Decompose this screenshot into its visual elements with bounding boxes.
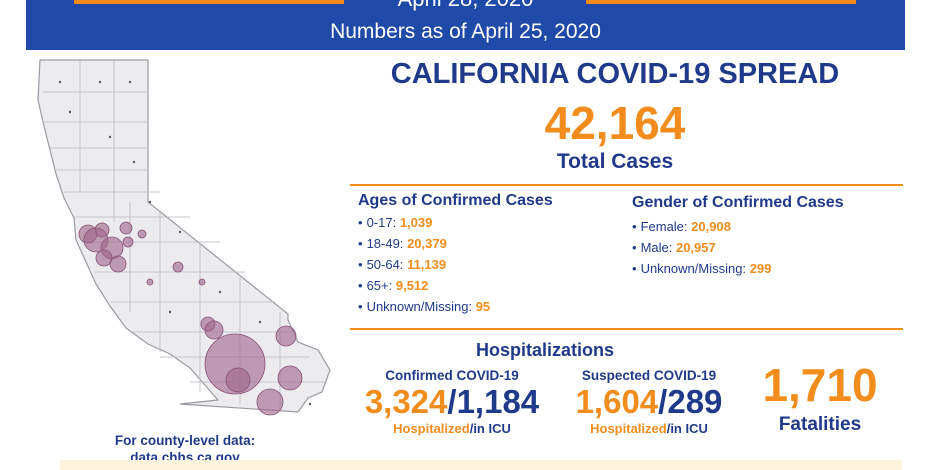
case-bubble <box>204 320 224 340</box>
age-label: Unknown/Missing: <box>366 299 473 314</box>
gender-value: 20,957 <box>675 240 716 255</box>
age-value: 1,039 <box>399 215 433 230</box>
age-label: 50-64: <box>366 257 404 272</box>
age-value: 95 <box>475 299 491 314</box>
suspected-hospitalizations: Suspected COVID-19 1,604/289 Hospitalize… <box>560 368 738 436</box>
fatalities-value: 1,710 <box>762 359 878 411</box>
suspected-label: Suspected COVID-19 <box>581 368 717 383</box>
total-cases-value: 42,164 <box>544 97 686 149</box>
header-accent-left <box>74 0 344 4</box>
age-value: 11,139 <box>407 257 447 272</box>
gender-label: Unknown/Missing: <box>640 261 747 276</box>
case-bubble <box>122 236 134 248</box>
footer-band <box>60 460 902 470</box>
list-item: • 18-49: 20,379 <box>358 236 447 251</box>
case-bubble <box>95 249 113 267</box>
gender-value: 299 <box>749 261 772 276</box>
ages-list: • 0-17: 1,039 • 18-49: 20,379 • 50-64: 11,1… <box>358 212 490 317</box>
case-bubble <box>256 388 284 416</box>
header-banner: April 28, 2020 Numbers as of April 25, 2… <box>26 0 905 50</box>
case-bubble <box>225 367 251 393</box>
list-item: • 0-17: 1,039 <box>358 215 433 230</box>
case-bubble <box>198 278 206 286</box>
list-item: • Female: 20,908 <box>632 219 731 234</box>
age-label: 18-49: <box>366 236 404 251</box>
case-bubble <box>146 278 154 286</box>
list-item: • Male: 20,957 <box>632 240 716 255</box>
list-item: • 50-64: 11,139 <box>358 257 447 272</box>
fatalities-label: Fatalities <box>778 414 862 435</box>
age-value: 9,512 <box>395 278 429 293</box>
age-label: 0-17: <box>366 215 397 230</box>
confirmed-hospitalizations: Confirmed COVID-19 3,324/1,184 Hospitali… <box>352 368 552 436</box>
divider <box>350 328 903 330</box>
list-item: • 65+: 9,512 <box>358 278 429 293</box>
age-label: 65+: <box>366 278 393 293</box>
as-of-date: Numbers as of April 25, 2020 <box>330 20 601 43</box>
case-bubble <box>172 261 184 273</box>
gender-value: 20,908 <box>691 219 731 234</box>
suspected-numbers: 1,604/289 <box>575 383 723 420</box>
suspected-caption: Hospitalized/in ICU <box>590 421 708 436</box>
confirmed-icu-value: 1,184 <box>456 383 540 420</box>
ages-heading: Ages of Confirmed Cases <box>358 192 553 209</box>
total-cases-label: Total Cases <box>556 150 674 173</box>
case-bubble <box>109 255 127 273</box>
confirmed-hospitalized-value: 3,324 <box>364 383 448 420</box>
suspected-icu-value: 289 <box>667 383 723 420</box>
header-date: April 28, 2020 <box>26 0 905 12</box>
case-bubble <box>275 325 297 347</box>
divider <box>350 184 903 186</box>
case-bubbles <box>78 221 303 416</box>
case-bubble <box>277 365 303 391</box>
list-item: • Unknown/Missing: 95 <box>358 299 491 314</box>
confirmed-label: Confirmed COVID-19 <box>385 368 519 383</box>
list-item: • Unknown/Missing: 299 <box>632 261 772 276</box>
case-bubble <box>119 221 133 235</box>
page-title: CALIFORNIA COVID-19 SPREAD <box>390 58 840 90</box>
county-note-line: For county-level data: <box>114 433 256 448</box>
county-seat-dots <box>58 80 312 406</box>
gender-list: • Female: 20,908 • Male: 20,957 • Unknown/M… <box>632 216 771 279</box>
gender-label: Male: <box>640 240 673 255</box>
gender-label: Female: <box>640 219 688 234</box>
confirmed-caption: Hospitalized/in ICU <box>393 421 511 436</box>
case-bubble <box>137 229 147 239</box>
age-value: 20,379 <box>407 236 447 251</box>
confirmed-numbers: 3,324/1,184 <box>364 383 540 420</box>
header-accent-right <box>586 0 856 4</box>
suspected-hospitalized-value: 1,604 <box>575 383 659 420</box>
gender-heading: Gender of Confirmed Cases <box>632 194 844 211</box>
california-map <box>37 59 331 416</box>
hospitalizations-title: Hospitalizations <box>475 340 614 360</box>
